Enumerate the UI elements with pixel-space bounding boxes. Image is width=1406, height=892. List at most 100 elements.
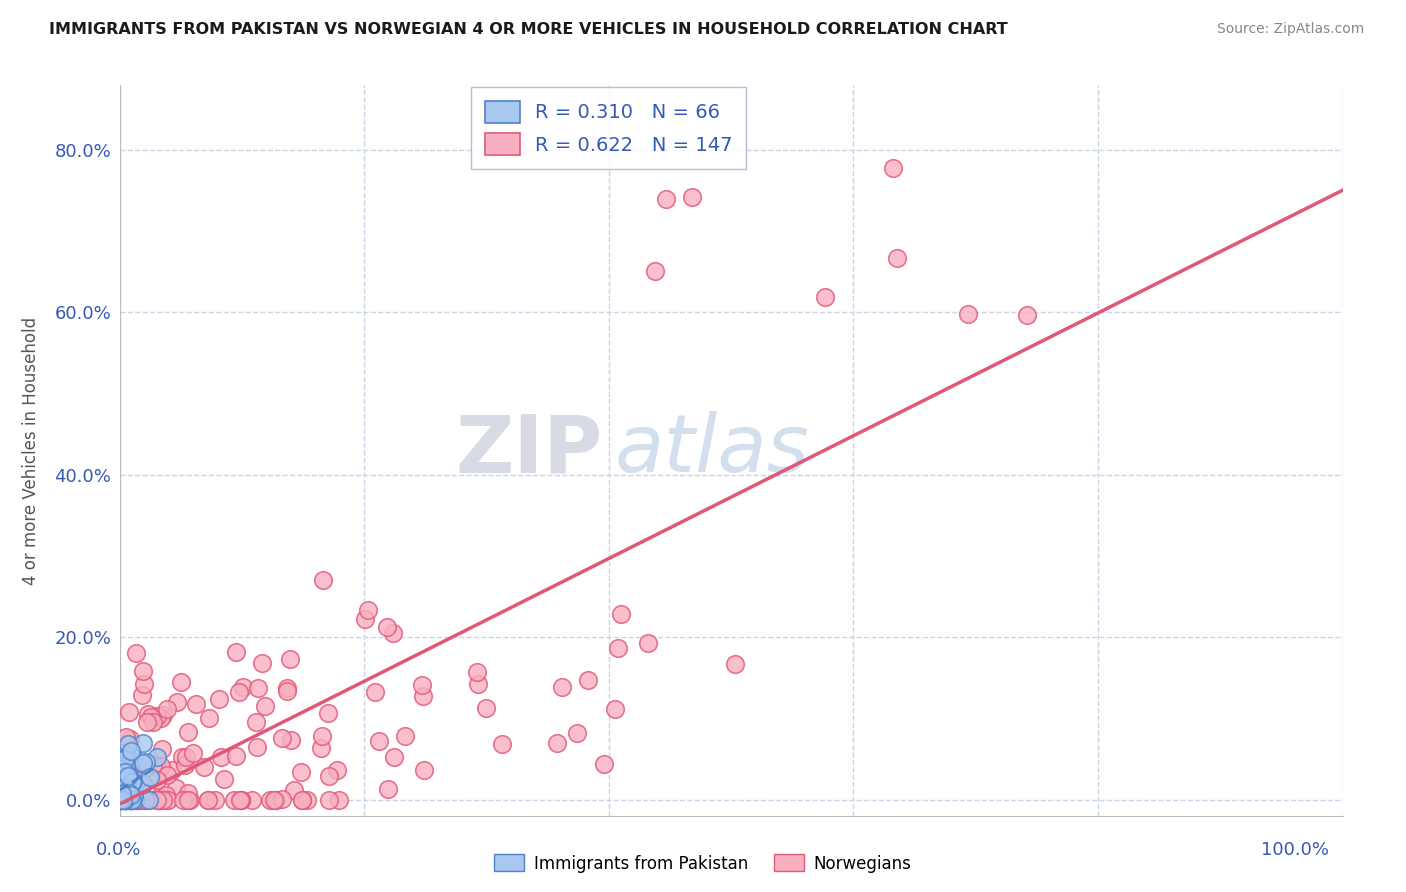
Legend: Immigrants from Pakistan, Norwegians: Immigrants from Pakistan, Norwegians (488, 847, 918, 880)
Point (172, 749, 194, 764)
Point (209, 750, 232, 764)
Point (252, 656, 274, 670)
Point (193, 760, 215, 774)
Point (135, 755, 157, 769)
Point (377, 782, 399, 797)
Point (111, 772, 134, 786)
Point (112, 756, 135, 771)
Point (316, 706, 339, 720)
Point (197, 793, 219, 807)
Point (110, 793, 132, 807)
Point (156, 793, 179, 807)
Point (271, 792, 294, 806)
Point (245, 715, 267, 730)
Point (110, 793, 132, 807)
Point (121, 793, 143, 807)
Point (120, 786, 142, 800)
Point (309, 740, 332, 755)
Point (152, 708, 174, 723)
Point (111, 759, 134, 773)
Point (108, 778, 131, 792)
Point (124, 793, 146, 807)
Point (565, 726, 588, 740)
Point (197, 793, 219, 807)
Point (120, 793, 142, 807)
Point (328, 793, 350, 807)
Point (136, 706, 159, 721)
Point (110, 793, 132, 807)
Point (212, 772, 235, 786)
Point (114, 751, 136, 765)
Point (278, 651, 301, 665)
Point (290, 765, 312, 780)
Point (110, 762, 132, 776)
Point (111, 776, 134, 790)
Point (156, 767, 179, 781)
Point (131, 664, 153, 678)
Point (111, 759, 134, 773)
Point (155, 789, 177, 803)
Point (375, 620, 398, 634)
Point (114, 793, 136, 807)
Point (131, 793, 153, 807)
Point (111, 793, 134, 807)
Point (120, 744, 142, 758)
Point (177, 786, 200, 800)
Point (118, 793, 141, 807)
Point (592, 756, 614, 771)
Point (152, 793, 174, 807)
Point (125, 793, 148, 807)
Point (229, 793, 252, 807)
Point (120, 788, 142, 802)
Point (146, 750, 169, 764)
Point (115, 778, 138, 792)
Point (115, 789, 138, 803)
Point (382, 749, 405, 764)
Point (124, 751, 146, 765)
Point (114, 790, 136, 805)
Point (312, 573, 335, 587)
Point (110, 793, 132, 807)
Point (114, 730, 136, 744)
Point (156, 793, 179, 807)
Point (172, 793, 194, 807)
Point (814, 290, 837, 304)
Point (115, 772, 138, 786)
Point (111, 787, 134, 801)
Point (142, 715, 165, 730)
Point (150, 742, 173, 756)
Point (174, 750, 197, 764)
Point (240, 793, 263, 807)
Point (146, 793, 169, 807)
Point (177, 793, 200, 807)
Point (121, 793, 143, 807)
Point (121, 772, 143, 787)
Point (114, 777, 136, 791)
Point (413, 764, 436, 778)
Point (280, 732, 302, 747)
Point (122, 769, 145, 783)
Point (551, 680, 574, 694)
Point (247, 681, 270, 695)
Point (467, 677, 489, 691)
Point (150, 759, 173, 773)
Point (326, 763, 349, 777)
Point (127, 773, 149, 788)
Point (111, 787, 134, 801)
Point (112, 776, 135, 790)
Point (114, 759, 136, 773)
Point (138, 793, 160, 807)
Point (148, 793, 170, 807)
Point (120, 793, 142, 807)
Point (232, 680, 254, 694)
Point (166, 695, 188, 709)
Point (136, 715, 159, 730)
Point (724, 657, 747, 671)
Point (222, 793, 245, 807)
Point (311, 729, 333, 743)
Point (125, 647, 148, 661)
Point (225, 749, 247, 764)
Point (183, 747, 205, 761)
Point (128, 793, 150, 807)
Text: IMMIGRANTS FROM PAKISTAN VS NORWEGIAN 4 OR MORE VEHICLES IN HOUSEHOLD CORRELATIO: IMMIGRANTS FROM PAKISTAN VS NORWEGIAN 4 … (49, 22, 1008, 37)
